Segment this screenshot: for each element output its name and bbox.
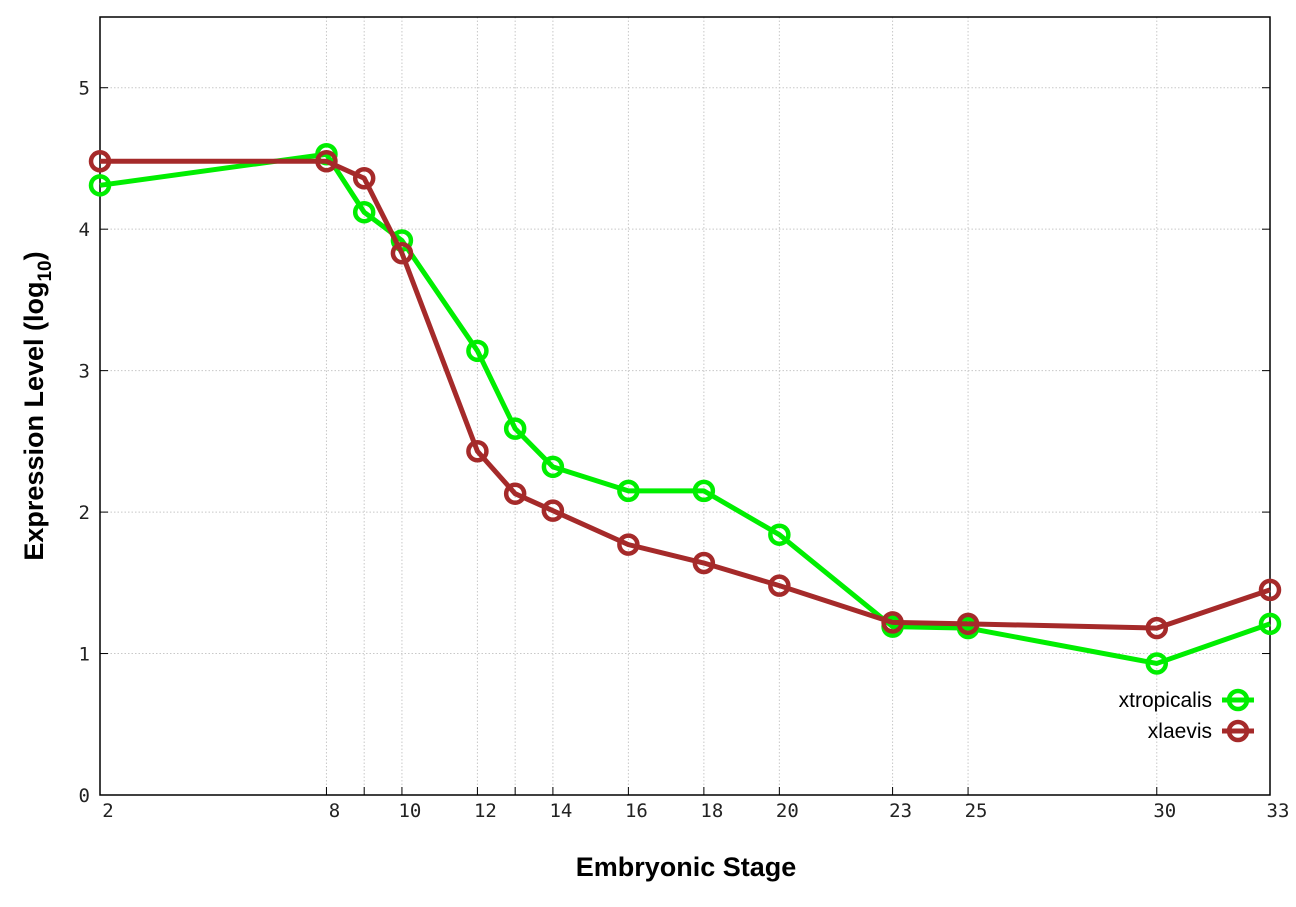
data-point [692,479,716,503]
data-point [352,200,376,224]
y-axis-label-close: ) [19,251,49,260]
data-point [956,612,980,636]
y-tick-label: 2 [79,502,90,524]
data-point [390,241,414,265]
plot-frame [99,16,1271,796]
y-tick-label: 5 [79,78,90,100]
series-group [88,142,1282,675]
x-tick-label: 8 [329,800,340,822]
data-point [352,167,376,190]
data-point [503,482,527,505]
data-point [692,551,716,575]
series-xtropicalis [88,142,1282,675]
y-tick-label: 0 [79,785,90,807]
x-tick-label: 10 [398,800,421,822]
y-tick-label: 4 [79,219,90,241]
legend-marker [1226,688,1250,712]
x-tick-label: 12 [474,800,497,822]
data-point [503,417,527,440]
data-point [768,523,791,546]
x-tick-label: 14 [549,800,572,822]
data-point [768,574,791,597]
data-point [1258,578,1282,602]
x-tick-label: 2 [102,800,113,822]
x-tick-label: 16 [625,800,648,822]
data-point [1145,652,1169,675]
series-line [100,158,1271,631]
x-tick-label: 25 [965,800,988,822]
x-axis-label: Embryonic Stage [576,852,797,882]
data-point [466,339,489,363]
data-point [466,440,489,463]
y-axis-label-main: Expression Level (log [19,282,49,561]
legend-marker [1226,719,1250,743]
y-axis-label: Expression Level (log10) [19,251,56,560]
data-point [617,533,640,556]
x-tick-label: 30 [1153,800,1176,822]
x-tick-label: 20 [776,800,799,822]
data-point [88,150,112,173]
legend-label: xlaevis [1148,720,1212,743]
series-line [99,151,1271,666]
x-tick-label: 23 [889,800,912,822]
series-xlaevis [88,150,1282,640]
data-point [88,174,112,197]
legend-label: xtropicalis [1119,689,1212,712]
grid [100,17,1270,795]
x-tick-label: 18 [700,800,723,822]
data-point [541,499,565,522]
data-point [1145,616,1169,640]
data-point [1258,612,1282,636]
y-axis-label-subscript: 10 [35,260,56,281]
y-tick-label: 3 [79,361,90,383]
data-point [881,611,904,634]
x-tick-label: 33 [1267,800,1290,822]
y-tick-label: 1 [79,644,90,666]
data-point [315,150,338,173]
data-point [617,479,640,503]
legend: xtropicalis xlaevis [1119,688,1254,743]
data-point [541,455,565,479]
